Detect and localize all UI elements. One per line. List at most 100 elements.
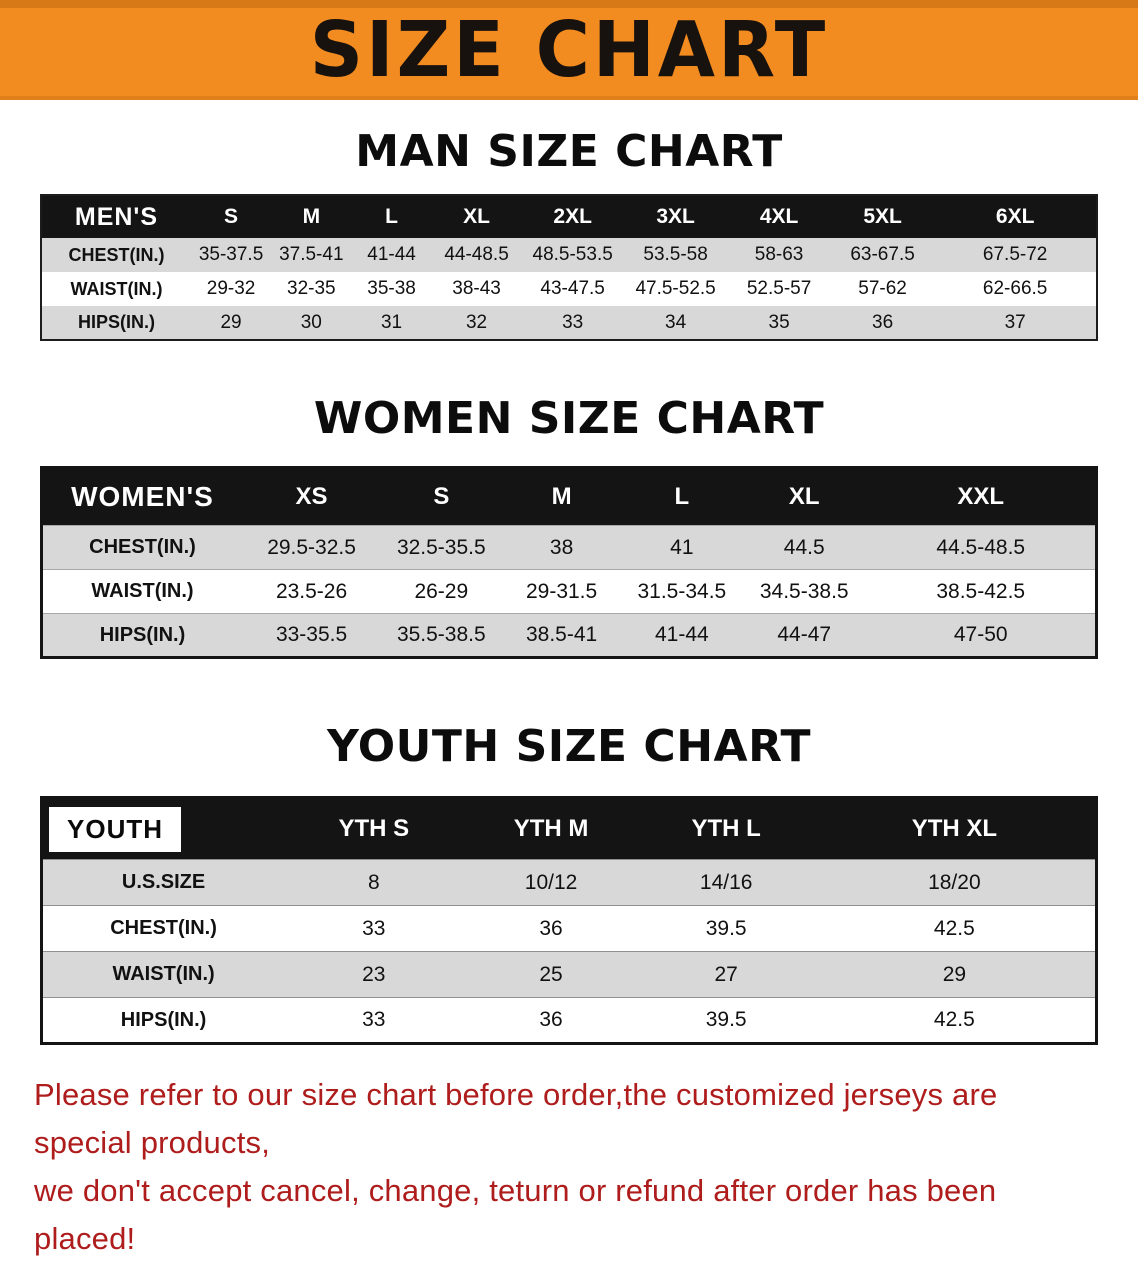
men-table-label: MEN'S <box>41 195 191 238</box>
size-value-cell: 35-38 <box>367 278 416 299</box>
size-value-cell: 23.5-26 <box>275 579 348 603</box>
youth-size-table: YOUTH YTH S YTH M YTH L YTH XL U.S.SIZE 8 10/12… <box>40 796 1098 1045</box>
men-size-column-header: M <box>271 195 352 238</box>
size-value-cell: 39.5 <box>705 916 747 940</box>
size-value-cell: 53.5-58 <box>643 244 708 265</box>
row-label: CHEST(IN.) <box>68 244 165 265</box>
youth-size-column-header: YTH XL <box>813 797 1097 860</box>
row-label: HIPS(IN.) <box>99 623 186 646</box>
size-value-cell: 38 <box>549 535 574 559</box>
size-value-cell: 41-44 <box>654 623 709 646</box>
size-value-cell: 25 <box>539 962 563 986</box>
size-value-cell: 38-43 <box>452 278 501 299</box>
size-value-cell: 52.5-57 <box>746 278 812 299</box>
size-value-cell: 39.5 <box>705 1008 747 1031</box>
size-value-cell: 32-35 <box>287 278 336 299</box>
men-size-column-header: XL <box>431 195 522 238</box>
row-label: WAIST(IN.) <box>70 278 163 299</box>
section-youth: YOUTH SIZE CHART YOUTH YTH S YTH M YTH L YTH … <box>0 721 1138 1045</box>
banner: SIZE CHART <box>0 0 1138 100</box>
section-title-youth: YOUTH SIZE CHART <box>326 721 811 772</box>
table-row: HIPS(IN.) 29 30 31 32 33 34 35 36 37 <box>41 306 1097 340</box>
size-value-cell: 36 <box>539 1008 563 1031</box>
women-table-label-text: WOMEN'S <box>71 481 214 512</box>
men-size-column-header: 6XL <box>934 195 1097 238</box>
women-size-column-header: S <box>381 467 502 526</box>
women-size-column-header: XL <box>741 467 867 526</box>
women-size-table: WOMEN'S XS S M L XL XXL CHEST(IN.) 29.5-32.5 32.5… <box>40 466 1098 659</box>
size-value-cell: 42.5 <box>933 916 975 940</box>
size-value-cell: 26-29 <box>414 579 469 603</box>
size-value-cell: 37 <box>1004 311 1026 333</box>
men-header-row: MEN'S S M L XL 2XL 3XL 4XL 5XL 6XL <box>41 195 1097 238</box>
table-row: CHEST(IN.) 29.5-32.5 32.5-35.5 38 41 44.5 44.5… <box>41 525 1097 570</box>
youth-table-label: YOUTH <box>41 797 285 860</box>
table-row: CHEST(IN.) 33 36 39.5 42.5 <box>41 905 1097 952</box>
size-value-cell: 44.5 <box>783 535 825 559</box>
size-value-cell: 47.5-52.5 <box>635 278 716 299</box>
table-row: U.S.SIZE 8 10/12 14/16 18/20 <box>41 859 1097 906</box>
row-label: WAIST(IN.) <box>112 963 215 985</box>
size-value-cell: 35 <box>768 311 790 333</box>
size-value-cell: 48.5-53.5 <box>532 244 613 265</box>
row-label: CHEST(IN.) <box>110 917 217 939</box>
men-size-table: MEN'S S M L XL 2XL 3XL 4XL 5XL 6XL CHEST(IN.) 35-37… <box>40 194 1098 341</box>
size-value-cell: 63-67.5 <box>850 244 915 265</box>
table-row: WAIST(IN.) 23.5-26 26-29 29-31.5 31.5-34.5 34… <box>41 569 1097 614</box>
table-row: HIPS(IN.) 33-35.5 35.5-38.5 38.5-41 41-44 44-… <box>41 613 1097 658</box>
size-value-cell: 36 <box>539 916 563 940</box>
size-value-cell: 10/12 <box>524 870 578 894</box>
size-value-cell: 58-63 <box>754 244 804 265</box>
size-value-cell: 43-47.5 <box>540 278 605 299</box>
charts-container: MAN SIZE CHART MEN'S S M L XL 2XL 3XL 4XL 5XL 6XL C… <box>0 126 1138 1045</box>
section-women: WOMEN SIZE CHART WOMEN'S XS S M L XL XXL CHEST(I… <box>0 393 1138 659</box>
men-size-column-header: 2XL <box>521 195 624 238</box>
table-row: WAIST(IN.) 29-32 32-35 35-38 38-43 43-47.5 47.… <box>41 272 1097 306</box>
women-size-column-header: L <box>621 467 742 526</box>
size-value-cell: 8 <box>367 870 380 894</box>
section-men: MAN SIZE CHART MEN'S S M L XL 2XL 3XL 4XL 5XL 6XL C… <box>0 126 1138 341</box>
youth-size-column-header: YTH L <box>638 797 814 860</box>
youth-table-label-text: YOUTH <box>49 806 181 852</box>
table-row: WAIST(IN.) 23 25 27 29 <box>41 951 1097 998</box>
size-value-cell: 44-48.5 <box>444 244 509 265</box>
row-label: HIPS(IN.) <box>77 312 155 332</box>
row-label: WAIST(IN.) <box>91 580 194 602</box>
size-value-cell: 14/16 <box>699 870 753 894</box>
size-value-cell: 33 <box>362 916 386 940</box>
youth-size-column-header: YTH S <box>284 797 464 860</box>
youth-size-column-header: YTH M <box>463 797 639 860</box>
size-value-cell: 42.5 <box>933 1008 975 1031</box>
men-size-column-header: 5XL <box>830 195 935 238</box>
size-value-cell: 57-62 <box>858 278 907 299</box>
size-value-cell: 67.5-72 <box>982 244 1048 265</box>
men-size-column-header: 4XL <box>727 195 831 238</box>
section-title-men: MAN SIZE CHART <box>355 126 783 177</box>
size-value-cell: 37.5-41 <box>279 244 344 265</box>
youth-header-row: YOUTH YTH S YTH M YTH L YTH XL <box>41 797 1097 860</box>
notice-line-1: Please refer to our size chart before or… <box>34 1077 998 1160</box>
size-value-cell: 33-35.5 <box>275 623 348 646</box>
size-value-cell: 29.5-32.5 <box>267 535 356 559</box>
size-value-cell: 41-44 <box>367 244 416 265</box>
women-size-column-header: XS <box>241 467 382 526</box>
size-value-cell: 34 <box>665 311 687 333</box>
size-value-cell: 32.5-35.5 <box>396 535 486 559</box>
size-value-cell: 29-31.5 <box>525 579 598 603</box>
size-value-cell: 23 <box>362 962 386 986</box>
size-value-cell: 38.5-41 <box>525 623 598 646</box>
size-value-cell: 31 <box>380 311 403 333</box>
women-table-label: WOMEN'S <box>41 467 242 526</box>
page-title: SIZE CHART <box>309 5 829 95</box>
table-row: CHEST(IN.) 35-37.5 37.5-41 41-44 44-48.5 48.5… <box>41 238 1097 272</box>
men-size-column-header: S <box>190 195 272 238</box>
size-value-cell: 34.5-38.5 <box>759 579 849 603</box>
size-value-cell: 32 <box>465 311 488 333</box>
women-header-row: WOMEN'S XS S M L XL XXL <box>41 467 1097 526</box>
women-size-column-header: XXL <box>866 467 1097 526</box>
size-value-cell: 27 <box>714 962 738 986</box>
row-label: CHEST(IN.) <box>89 536 196 558</box>
size-value-cell: 44-47 <box>777 623 832 646</box>
size-value-cell: 29 <box>942 962 967 986</box>
row-label: HIPS(IN.) <box>120 1008 207 1031</box>
